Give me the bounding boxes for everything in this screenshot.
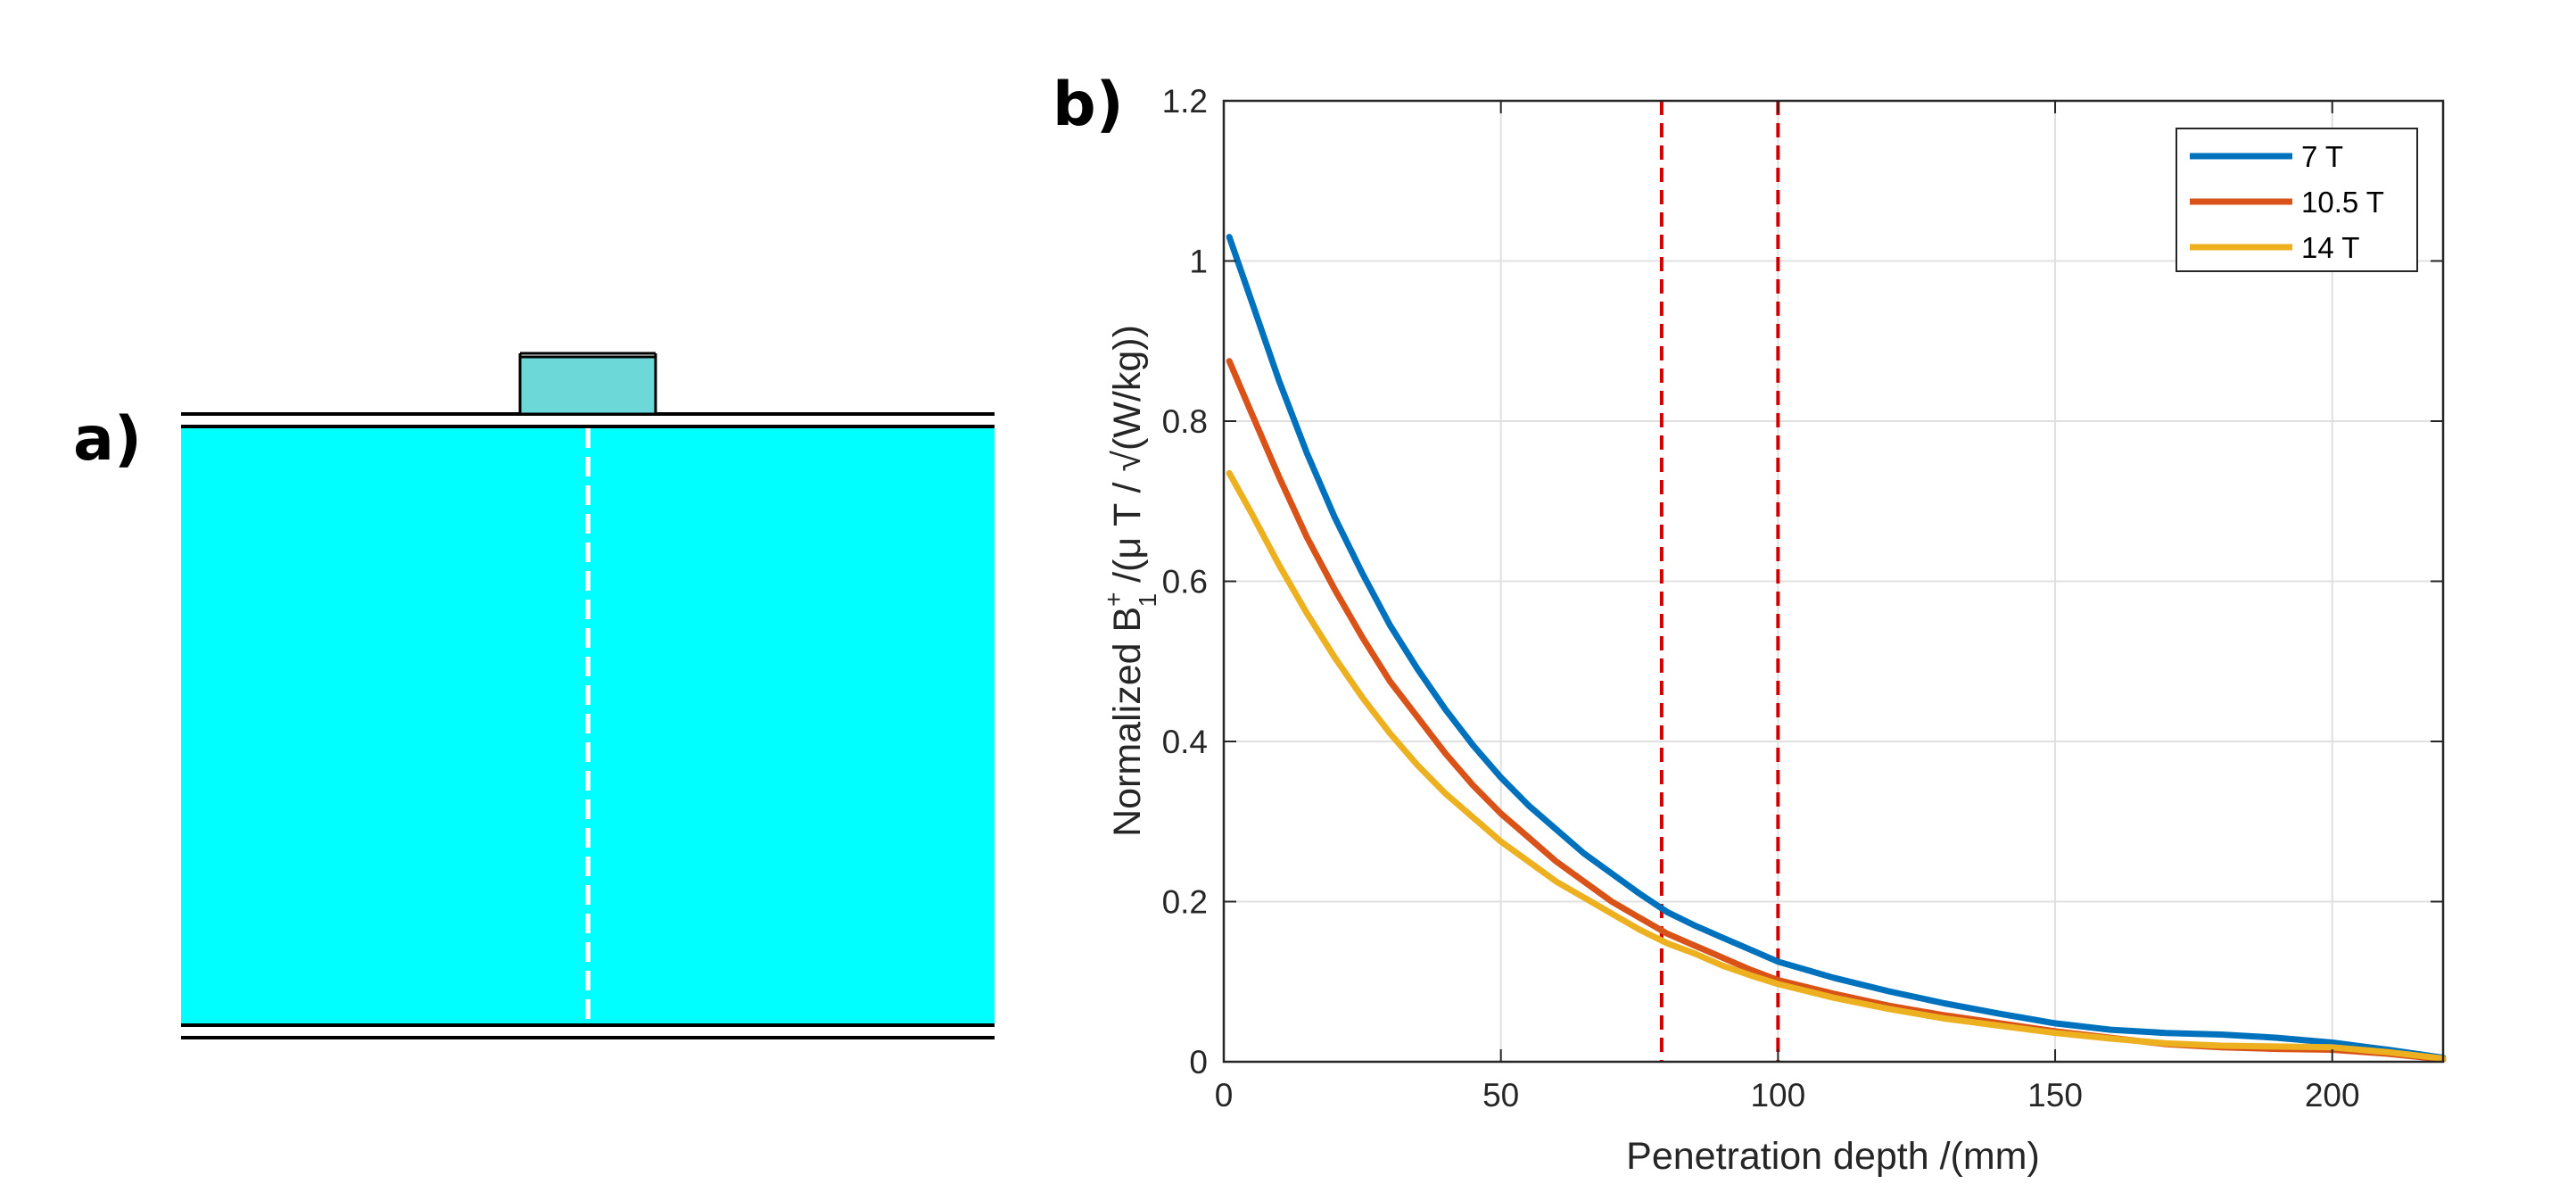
- legend: 7 T 10.5 T 14 T: [2176, 128, 2418, 272]
- x-tick-label: 100: [1750, 1077, 1805, 1114]
- x-axis-label: Penetration depth /(mm): [1626, 1135, 2040, 1178]
- y-axis-label: Normalized B+ 1 /(μ T / √(W/kg)): [1100, 325, 1161, 837]
- series-line-7-t: [1226, 234, 2447, 1061]
- y-tick-label: 1: [1189, 244, 1208, 280]
- legend-label: 10.5 T: [2301, 186, 2384, 219]
- tick-labels: 0 50 100 150 200 0 0.2 0.4 0.6 0.8 1 1.2: [1162, 83, 2360, 1114]
- y-tick-label: 0.8: [1162, 403, 1208, 440]
- legend-label: 14 T: [2301, 231, 2359, 264]
- series-lines: [1226, 234, 2447, 1063]
- phantom-top-boundary: [181, 412, 995, 428]
- series-line-10-5-t: [1226, 358, 2447, 1063]
- x-tick-label: 0: [1215, 1077, 1234, 1114]
- coil-element: [518, 352, 657, 416]
- x-tick-label: 200: [2305, 1077, 2360, 1114]
- panel-b-chart: b) 0 50 100 150 200 0 0.2 0.4 0.6 0.8 1 1.2 Penetra…: [1053, 70, 2447, 1178]
- y-tick-label: 0.4: [1162, 724, 1208, 760]
- y-tick-label: 0.2: [1162, 884, 1208, 921]
- panel-a-diagram: a): [73, 352, 995, 1039]
- panel-b-label: b): [1053, 70, 1124, 140]
- y-tick-label: 0: [1189, 1044, 1208, 1081]
- legend-label: 7 T: [2301, 140, 2343, 173]
- series-line-14-t: [1226, 469, 2447, 1062]
- axis-ticks: [1223, 100, 2443, 1063]
- phantom-bottom-boundary: [181, 1023, 995, 1039]
- y-tick-label: 0.6: [1162, 564, 1208, 600]
- x-tick-label: 50: [1482, 1077, 1519, 1114]
- y-tick-label: 1.2: [1162, 83, 1208, 120]
- coil-block: [518, 355, 657, 416]
- panel-a-label: a): [73, 404, 142, 475]
- reference-lines: [1659, 101, 1780, 1062]
- x-tick-label: 150: [2027, 1077, 2083, 1114]
